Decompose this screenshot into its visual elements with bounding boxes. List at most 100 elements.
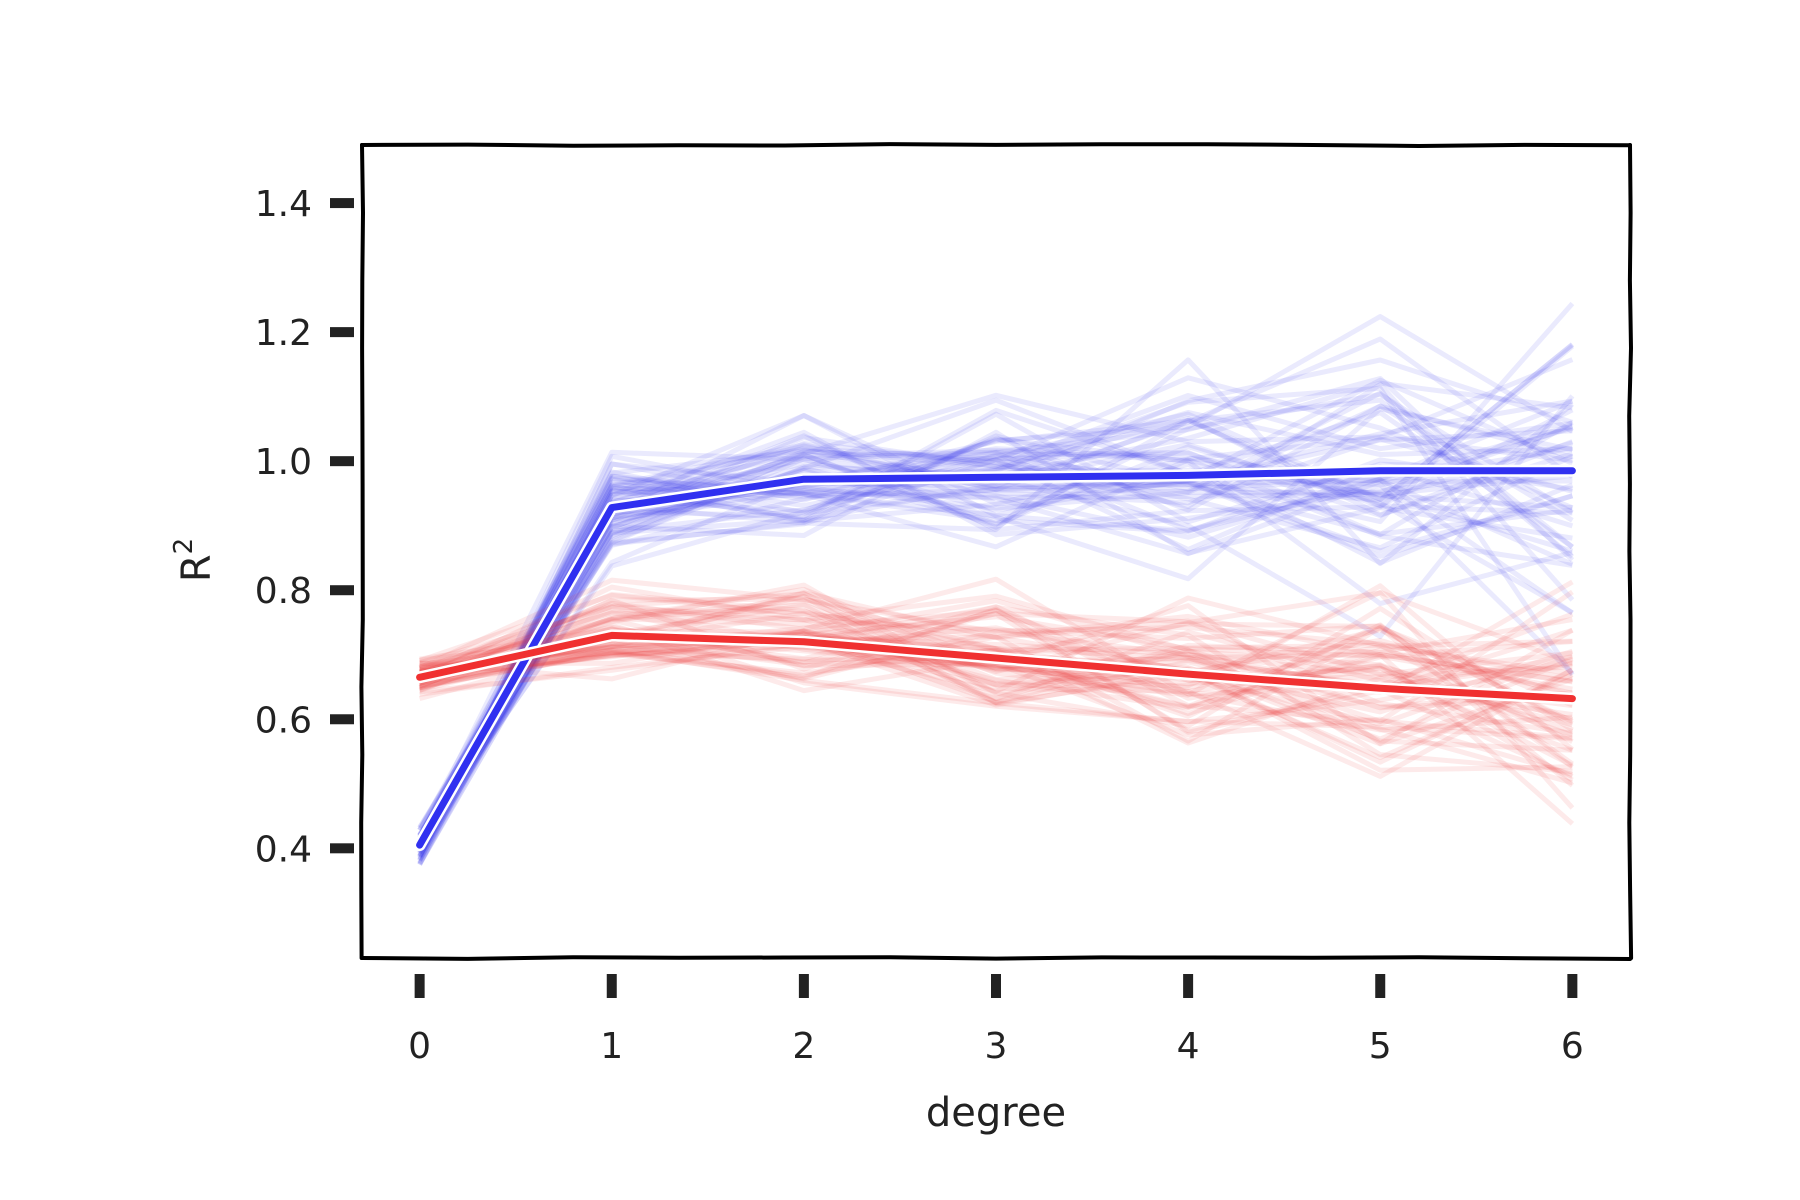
- sample-line: [418, 590, 1573, 711]
- sample-line: [419, 628, 1573, 711]
- sample-line: [417, 423, 1574, 846]
- sample-line: [418, 584, 1575, 810]
- sample-line: [417, 393, 1573, 850]
- sample-line: [417, 429, 1573, 861]
- sample-line: [419, 613, 1575, 826]
- sample-line: [419, 628, 1574, 722]
- y-tick-label: 1.0: [255, 442, 312, 483]
- sample-line: [419, 625, 1574, 788]
- y-tick-label: 1.4: [255, 184, 312, 225]
- sample-line: [419, 642, 1574, 744]
- y-axis-label-superscript: 2: [169, 538, 199, 555]
- sample-line: [417, 439, 1574, 844]
- sample-line: [419, 617, 1573, 702]
- sample-line: [417, 478, 1573, 862]
- sample-line: [417, 391, 1574, 857]
- sample-line: [418, 595, 1573, 694]
- sample-line: [418, 616, 1574, 747]
- sample-line: [417, 357, 1574, 844]
- y-tick: [330, 843, 354, 854]
- y-tick-label: 1.2: [255, 313, 312, 354]
- sample-line: [417, 457, 1573, 855]
- sample-line: [418, 596, 1573, 716]
- sample-line: [419, 626, 1574, 765]
- x-tick-label: 6: [1561, 1026, 1584, 1067]
- sample-line: [417, 411, 1574, 832]
- sample-line: [419, 631, 1574, 734]
- sample-line: [417, 403, 1574, 848]
- sample-line: [417, 479, 1574, 837]
- sample-line: [417, 377, 1574, 840]
- sample-line: [417, 342, 1574, 840]
- x-tick-label: 2: [792, 1026, 815, 1067]
- sample-line: [417, 403, 1574, 851]
- sample-line: [417, 407, 1574, 838]
- y-tick-label: 0.8: [255, 571, 312, 612]
- sample-line: [417, 375, 1574, 840]
- sample-line: [419, 610, 1573, 773]
- sample-line: [417, 376, 1575, 842]
- sample-line: [419, 622, 1574, 770]
- sample-line: [418, 582, 1574, 733]
- sample-line: [419, 642, 1573, 733]
- x-tick: [1567, 974, 1578, 998]
- sample-line: [417, 442, 1573, 842]
- sample-line: [417, 392, 1573, 866]
- sample-line: [417, 467, 1574, 848]
- sample-line: [417, 449, 1574, 844]
- sample-line: [417, 406, 1573, 847]
- sample-line: [418, 622, 1573, 742]
- sample-line: [417, 433, 1573, 850]
- sample-line: [417, 398, 1574, 858]
- sample-line: [417, 398, 1573, 837]
- sample-line: [419, 610, 1573, 736]
- y-tick: [330, 585, 354, 596]
- sample-line: [417, 410, 1573, 838]
- sample-line: [417, 447, 1573, 849]
- frame-bottom: [360, 955, 1632, 961]
- sample-line: [419, 648, 1573, 725]
- sample-line: [418, 591, 1574, 727]
- x-tick-label: 3: [985, 1026, 1008, 1067]
- sample-line: [417, 420, 1574, 866]
- y-tick: [330, 327, 354, 338]
- sample-line: [417, 390, 1574, 859]
- x-tick: [798, 974, 809, 998]
- y-axis-label: R2: [169, 538, 220, 582]
- x-tick: [1183, 974, 1194, 998]
- y-tick-label: 0.4: [255, 829, 312, 870]
- sample-line: [417, 336, 1574, 861]
- x-tick-label: 1: [600, 1026, 623, 1067]
- sample-line: [417, 457, 1573, 848]
- sample-line: [418, 589, 1574, 689]
- y-axis-label-base: R: [174, 554, 220, 582]
- y-tick: [330, 714, 354, 725]
- sample-line: [418, 603, 1574, 766]
- sample-line: [419, 625, 1573, 682]
- bootstrap-lines: [417, 301, 1575, 866]
- sample-line: [418, 597, 1573, 686]
- y-tick: [330, 198, 354, 209]
- sample-line: [417, 411, 1573, 863]
- sample-line: [417, 444, 1574, 865]
- x-tick-label: 0: [408, 1026, 431, 1067]
- sample-line: [417, 446, 1574, 832]
- x-tick-label: 4: [1177, 1026, 1200, 1067]
- frame-top: [360, 142, 1632, 149]
- sample-line: [418, 610, 1573, 691]
- x-tick: [991, 974, 1001, 998]
- sample-line: [417, 436, 1574, 852]
- sample-line: [419, 640, 1574, 779]
- sample-line: [417, 454, 1574, 854]
- sample-line: [418, 592, 1573, 709]
- x-axis: 0 1 2 3 4 5 6: [408, 974, 1584, 1067]
- sample-line: [418, 577, 1573, 677]
- x-tick: [1375, 974, 1386, 998]
- mean-lines: [413, 464, 1579, 852]
- frame-right: [1627, 143, 1634, 960]
- sample-line: [419, 634, 1574, 783]
- x-tick: [414, 974, 425, 998]
- sample-line: [418, 608, 1573, 685]
- plot-frame: [359, 142, 1634, 961]
